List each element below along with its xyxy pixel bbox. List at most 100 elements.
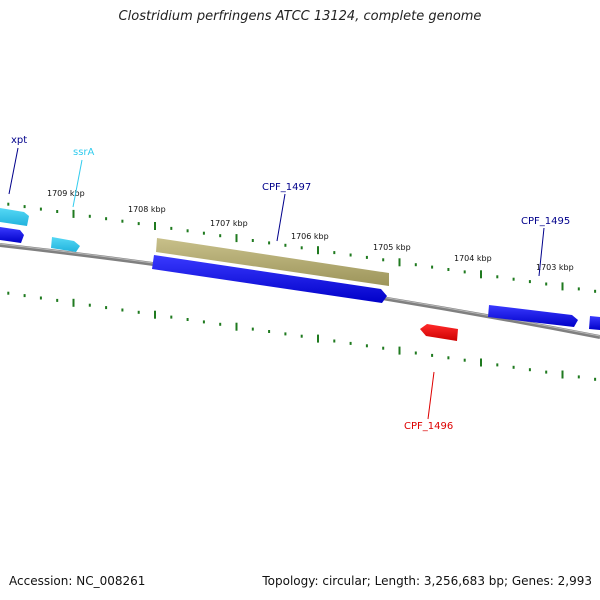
ruler-minor-tick — [39, 296, 42, 300]
ruler-minor-tick — [365, 344, 368, 348]
ruler-major-tick — [398, 258, 401, 267]
ruler-minor-tick — [88, 214, 91, 218]
ruler-minor-tick — [137, 310, 140, 314]
ruler-minor-tick — [268, 330, 271, 333]
feature-xpt[interactable] — [0, 208, 29, 226]
ruler-minor-tick — [170, 315, 173, 319]
label-leaders — [8, 147, 545, 420]
ruler-minor-tick — [105, 217, 108, 221]
ruler-major-tick — [398, 346, 401, 355]
ruler-major-tick — [235, 322, 238, 331]
ruler-minor-tick — [512, 277, 515, 281]
ruler-label: 1707 kbp — [210, 219, 248, 228]
features — [0, 208, 600, 341]
ruler-minor-tick — [496, 363, 499, 367]
ruler-minor-tick — [333, 339, 336, 343]
ruler-minor-tick — [528, 368, 531, 372]
ruler-major-tick — [480, 270, 482, 279]
ruler-inner — [7, 291, 597, 381]
ruler-major-tick — [561, 282, 564, 291]
ruler-minor-tick — [137, 222, 140, 226]
ruler-minor-tick — [349, 253, 352, 257]
ruler-major-tick — [72, 209, 75, 218]
ruler-label: 1705 kbp — [373, 243, 411, 252]
ruler-minor-tick — [170, 226, 173, 230]
feature-CPF_1495[interactable] — [488, 305, 578, 327]
ruler-minor-tick — [447, 268, 450, 271]
ruler-major-tick — [154, 222, 156, 230]
ruler-minor-tick — [463, 270, 466, 274]
map-title: Clostridium perfringens ATCC 13124, comp… — [118, 9, 482, 24]
ruler-minor-tick — [300, 334, 303, 338]
ruler-major-tick — [317, 334, 319, 343]
ruler-label: 1703 kbp — [536, 263, 574, 272]
ruler-minor-tick — [414, 263, 417, 267]
gene-labels: xpt ssrA CPF_1497 CPF_1495 CPF_1496 — [11, 135, 570, 432]
ruler-minor-tick — [545, 282, 548, 286]
ruler-minor-tick — [219, 234, 222, 238]
feature-CPF_1496[interactable] — [420, 324, 458, 341]
ruler-minor-tick — [56, 298, 59, 302]
ruler-minor-tick — [23, 205, 26, 209]
gene-label-ssrA: ssrA — [73, 147, 95, 158]
ruler-label: 1708 kbp — [128, 205, 166, 214]
ruler-minor-tick — [268, 241, 271, 245]
ruler-label: 1709 kbp — [47, 189, 85, 198]
ruler-label: 1706 kbp — [291, 232, 329, 241]
genome-backbone — [0, 243, 600, 339]
ruler-minor-tick — [284, 332, 287, 336]
ruler-minor-tick — [594, 289, 597, 293]
feature-cds[interactable] — [589, 316, 600, 330]
ruler-minor-tick — [594, 377, 597, 381]
ruler-minor-tick — [528, 280, 531, 284]
ruler-minor-tick — [186, 229, 189, 233]
ruler-minor-tick — [186, 318, 189, 321]
feature-cds[interactable] — [0, 227, 24, 243]
ruler-minor-tick — [251, 327, 254, 331]
ruler-major-tick — [154, 310, 156, 319]
ruler-minor-tick — [121, 308, 124, 312]
ruler-minor-tick — [414, 351, 417, 355]
ruler-major-tick — [72, 298, 75, 307]
gene-label-CPF_1497: CPF_1497 — [262, 182, 311, 193]
feature-ssrA[interactable] — [51, 237, 80, 252]
gene-label-CPF_1496: CPF_1496 — [404, 421, 453, 432]
feature-misc[interactable] — [156, 238, 389, 286]
ruler-major-tick — [317, 246, 319, 255]
ruler-minor-tick — [545, 370, 548, 374]
ruler-label: 1704 kbp — [454, 254, 492, 263]
ruler-minor-tick — [121, 219, 124, 223]
ruler-minor-tick — [365, 255, 368, 259]
feature-CPF_1497[interactable] — [152, 255, 387, 303]
ruler-minor-tick — [349, 341, 352, 345]
ruler-minor-tick — [23, 294, 26, 298]
ruler-minor-tick — [202, 231, 205, 235]
accession-text: Accession: NC_008261 — [9, 574, 146, 588]
gene-label-CPF_1495: CPF_1495 — [521, 216, 570, 227]
ruler-minor-tick — [202, 320, 205, 324]
ruler-minor-tick — [284, 243, 287, 247]
ruler-minor-tick — [431, 265, 434, 269]
ruler-major-tick — [480, 358, 482, 367]
ruler-major-tick — [561, 370, 564, 379]
ruler-minor-tick — [577, 287, 580, 291]
ruler-labels: 1709 kbp 1708 kbp 1707 kbp 1706 kbp 1705… — [47, 189, 574, 272]
ruler-minor-tick — [447, 356, 450, 360]
gene-label-xpt: xpt — [11, 135, 27, 146]
ruler-minor-tick — [105, 306, 108, 310]
ruler-minor-tick — [39, 207, 42, 211]
ruler-minor-tick — [382, 258, 385, 262]
summary-text: Topology: circular; Length: 3,256,683 bp… — [262, 574, 592, 588]
ruler-major-tick — [235, 234, 238, 243]
ruler-minor-tick — [251, 239, 254, 242]
ruler-minor-tick — [333, 251, 336, 255]
ruler-minor-tick — [300, 246, 303, 250]
ruler-minor-tick — [463, 358, 466, 362]
ruler-minor-tick — [56, 210, 59, 213]
ruler-outer — [7, 202, 597, 293]
ruler-minor-tick — [496, 275, 499, 279]
ruler-minor-tick — [577, 375, 580, 379]
ruler-minor-tick — [382, 346, 385, 350]
ruler-minor-tick — [512, 365, 515, 369]
